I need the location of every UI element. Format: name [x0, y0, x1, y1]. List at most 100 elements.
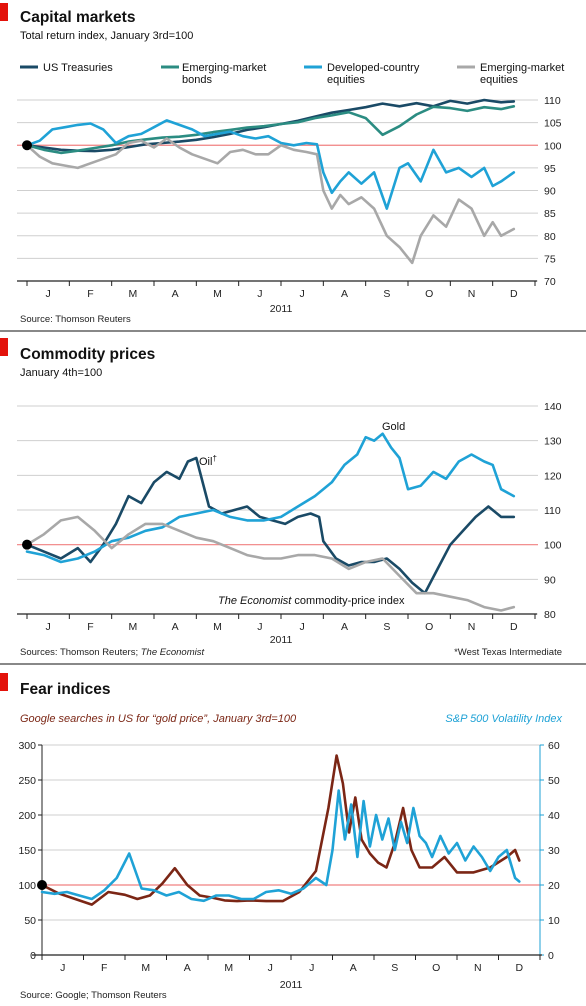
x-tick-label: F — [87, 621, 93, 633]
x-tick-label: J — [309, 962, 314, 974]
x-axis: J F M A M J J A S O N D 2011 — [17, 613, 537, 646]
gridlines — [17, 99, 538, 282]
y-axis: 140 130 120 110 100 90 80 — [544, 401, 562, 621]
y-tick-label: 110 — [544, 505, 561, 517]
x-tick-label: O — [432, 962, 440, 974]
x-tick-label: J — [300, 288, 305, 300]
series-line — [25, 456, 516, 595]
legend-label: US Treasuries — [43, 62, 113, 74]
chart-title: Commodity prices — [20, 346, 155, 363]
x-tick-label: M — [128, 288, 137, 300]
y-tick-label: 20 — [548, 880, 560, 892]
series-lines — [25, 98, 516, 265]
x-tick-label: F — [87, 288, 93, 300]
gold-annotation: Gold — [382, 421, 405, 433]
series-line — [25, 105, 516, 155]
start-marker — [22, 140, 32, 151]
y-tick-label: 80 — [544, 609, 556, 621]
x-tick-label: A — [184, 962, 191, 974]
left-axis-title: Google searches in US for “gold price”, … — [20, 713, 297, 725]
y-tick-label: 70 — [544, 276, 556, 288]
accent-bar — [0, 673, 8, 691]
series-line — [25, 432, 516, 564]
x-tick-label: J — [257, 621, 262, 633]
x-tick-label: J — [257, 288, 262, 300]
x-tick-label: A — [172, 621, 179, 633]
y-tick-label: 50 — [24, 915, 36, 927]
x-tick-label: M — [224, 962, 233, 974]
x-tick-label: J — [60, 962, 65, 974]
y-tick-label: 30 — [548, 845, 560, 857]
panel-fear-indices: Fear indices Google searches in US for “… — [0, 673, 562, 1001]
y-tick-label: 250 — [18, 775, 36, 787]
x-axis: J F M A M J J A S O N D 2011 — [17, 280, 537, 315]
series-line — [40, 754, 521, 906]
chart-subtitle: January 4th=100 — [20, 367, 102, 379]
source-note: Source: Thomson Reuters — [20, 314, 131, 325]
x-tick-label: D — [515, 962, 523, 974]
y-tick-label: 100 — [544, 140, 562, 152]
y-tick-label: 80 — [544, 231, 556, 243]
x-tick-label: A — [172, 288, 179, 300]
chart-title: Capital markets — [20, 9, 135, 26]
y-tick-label: 200 — [18, 810, 36, 822]
y-tick-label: 300 — [18, 740, 36, 752]
y-tick-label: 90 — [544, 574, 556, 586]
x-tick-label: J — [268, 962, 273, 974]
x-axis: J F M A M J J A S O N D 2011 — [32, 954, 542, 991]
legend-label: Developed-country equities — [327, 62, 420, 86]
x-tick-label: J — [300, 621, 305, 633]
x-tick-label: M — [213, 288, 222, 300]
x-tick-label: M — [213, 621, 222, 633]
x-tick-label: O — [425, 621, 433, 633]
source-note: Sources: Thomson Reuters; The Economist — [20, 647, 204, 658]
x-year-label: 2011 — [280, 979, 303, 991]
y-tick-label: 40 — [548, 810, 560, 822]
index-annotation: The Economist commodity-price index — [218, 595, 405, 607]
x-tick-label: J — [46, 288, 51, 300]
oil-annotation: Oil† — [199, 454, 217, 468]
y-tick-label: 85 — [544, 208, 556, 220]
x-tick-label: S — [391, 962, 398, 974]
y-axis: 110 105 100 95 90 85 80 75 70 — [544, 95, 562, 288]
chart-title: Fear indices — [20, 681, 110, 698]
panel-commodity-prices: Commodity prices January 4th=100 1401301… — [0, 338, 586, 665]
x-tick-label: A — [341, 621, 348, 633]
right-axis-title: S&P 500 Volatility Index — [445, 713, 562, 725]
y-tick-label: 100 — [544, 540, 562, 552]
legend-label: Emerging-market equities — [480, 62, 564, 86]
x-tick-label: N — [468, 621, 476, 633]
x-tick-label: S — [383, 621, 390, 633]
x-tick-label: M — [128, 621, 137, 633]
panel-capital-markets: Capital markets Total return index, Janu… — [0, 3, 586, 332]
start-marker — [22, 539, 32, 550]
y-tick-label: 150 — [18, 845, 36, 857]
x-tick-label: J — [46, 621, 51, 633]
footnote: *West Texas Intermediate — [454, 647, 562, 658]
y-tick-label: 10 — [548, 915, 560, 927]
x-tick-label: N — [474, 962, 482, 974]
y-tick-label: 105 — [544, 118, 562, 130]
y-tick-label: 100 — [18, 880, 36, 892]
series-line — [40, 789, 521, 903]
x-tick-label: D — [510, 621, 518, 633]
series-line — [25, 137, 516, 265]
y-axis-right: 60 50 40 30 20 10 0 — [539, 740, 560, 962]
x-tick-label: A — [350, 962, 357, 974]
gridlines — [42, 744, 540, 921]
y-tick-label: 140 — [544, 401, 562, 413]
series-line — [25, 515, 516, 612]
x-tick-label: O — [425, 288, 433, 300]
series-lines — [40, 754, 521, 906]
x-tick-label: N — [468, 288, 476, 300]
series-lines — [25, 432, 516, 612]
y-tick-label: 95 — [544, 163, 556, 175]
y-tick-label: 110 — [544, 95, 561, 107]
x-year-label: 2011 — [270, 303, 293, 315]
source-note: Source: Google; Thomson Reuters — [20, 990, 167, 1001]
y-tick-label: 0 — [548, 950, 554, 962]
x-tick-label: S — [383, 288, 390, 300]
x-tick-label: M — [141, 962, 150, 974]
y-tick-label: 120 — [544, 470, 562, 482]
